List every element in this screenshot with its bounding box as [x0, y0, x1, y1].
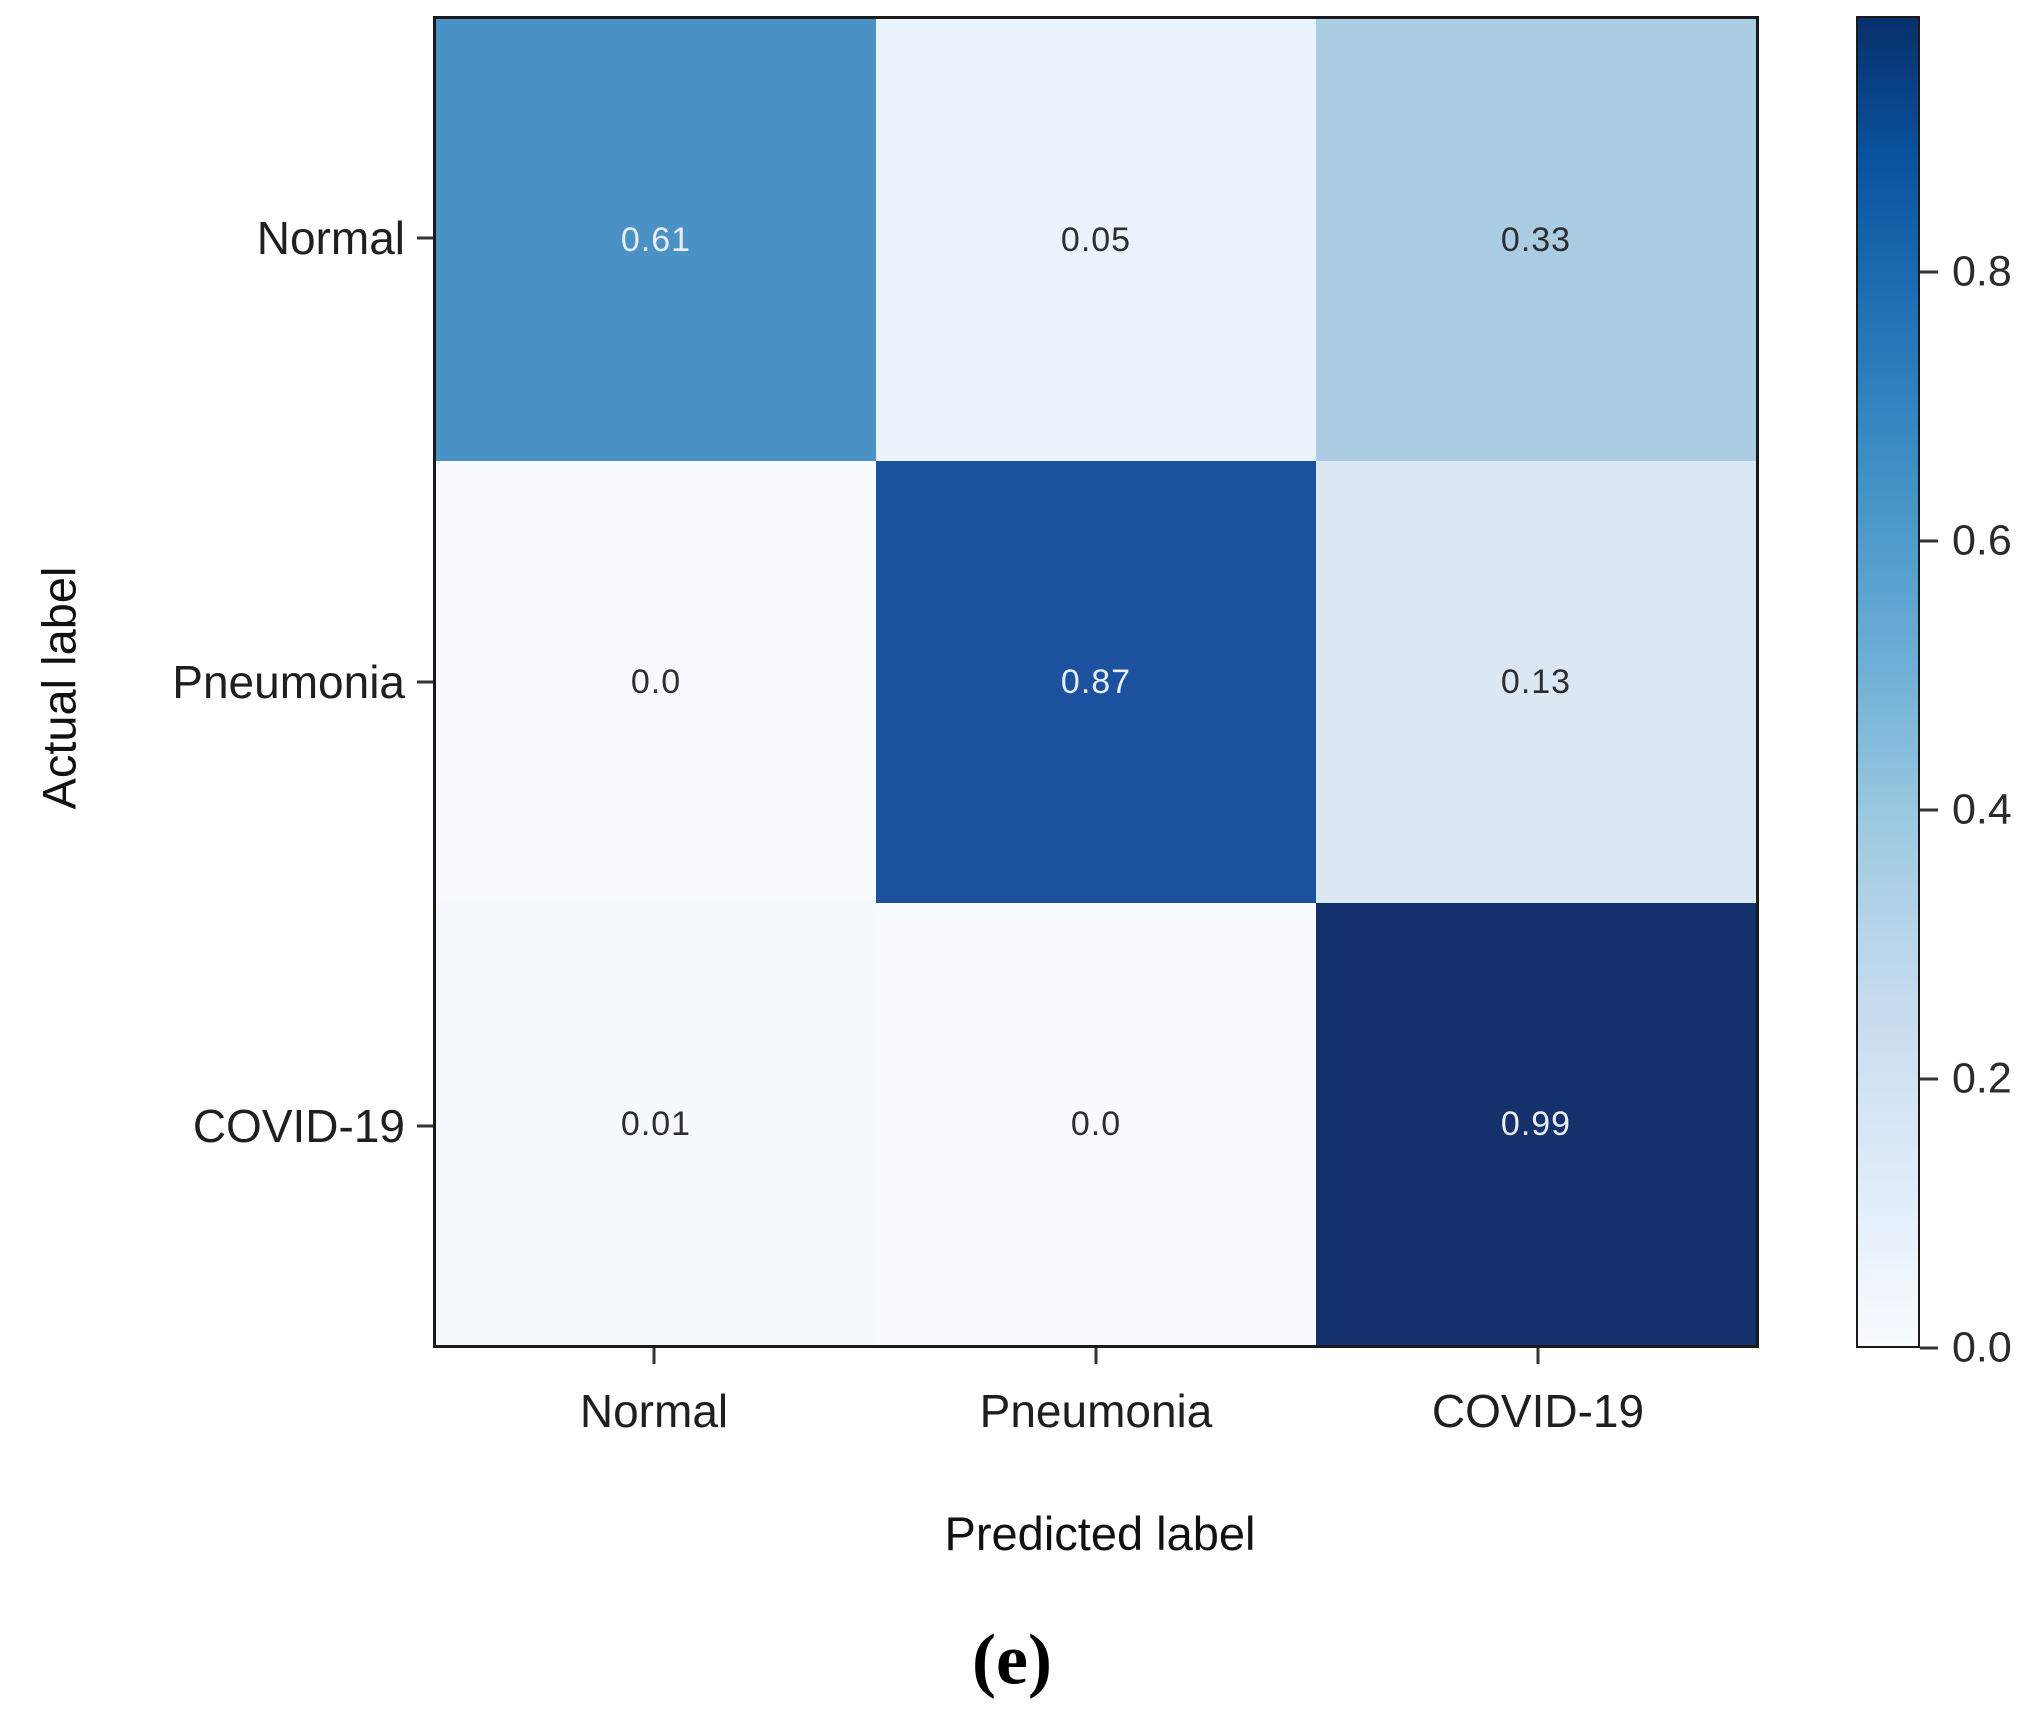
- figure-caption: (e): [972, 1619, 1052, 1700]
- y-tick-mark: [417, 680, 433, 684]
- colorbar-tick-label: 0.2: [1952, 1054, 2012, 1103]
- colorbar-tick-label: 0.6: [1952, 516, 2012, 565]
- y-tick-label: Normal: [256, 212, 405, 264]
- colorbar-tick-mark: [1920, 1077, 1938, 1081]
- heatmap-cell: 0.61: [436, 19, 876, 461]
- colorbar-tick-mark: [1920, 539, 1938, 543]
- heatmap-cell: 0.13: [1316, 461, 1756, 903]
- colorbar: [1856, 16, 1920, 1348]
- y-tick-mark: [417, 1124, 433, 1128]
- colorbar-tick-mark: [1920, 808, 1938, 812]
- x-tick-mark: [1094, 1348, 1098, 1364]
- colorbar-tick-mark: [1920, 270, 1938, 274]
- x-tick-mark: [1536, 1348, 1540, 1364]
- heatmap-plot: 0.61 0.05 0.33 0.0 0.87 0.13 0.01 0.0 0.99: [433, 16, 1759, 1348]
- x-tick-label: COVID-19: [1431, 1385, 1645, 1437]
- x-tick-mark: [652, 1348, 656, 1364]
- colorbar-tick-label: 0.8: [1952, 247, 2012, 296]
- colorbar-tick-mark: [1920, 1346, 1938, 1350]
- y-tick-label: Pneumonia: [172, 656, 405, 708]
- heatmap-cell: 0.01: [436, 903, 876, 1345]
- y-tick-label: COVID-19: [192, 1100, 405, 1152]
- heatmap-cell: 0.0: [876, 903, 1316, 1345]
- x-tick-label: Normal: [579, 1385, 729, 1437]
- heatmap-cell: 0.87: [876, 461, 1316, 903]
- heatmap-cell: 0.99: [1316, 903, 1756, 1345]
- heatmap-cell: 0.0: [436, 461, 876, 903]
- x-tick-label: Pneumonia: [979, 1385, 1213, 1437]
- y-tick-mark: [417, 236, 433, 240]
- colorbar-tick-label: 0.4: [1952, 785, 2012, 834]
- heatmap-cell: 0.33: [1316, 19, 1756, 461]
- heatmap-cell: 0.05: [876, 19, 1316, 461]
- x-axis-title: Predicted label: [944, 1507, 1256, 1560]
- colorbar-tick-label: 0.0: [1952, 1323, 2012, 1372]
